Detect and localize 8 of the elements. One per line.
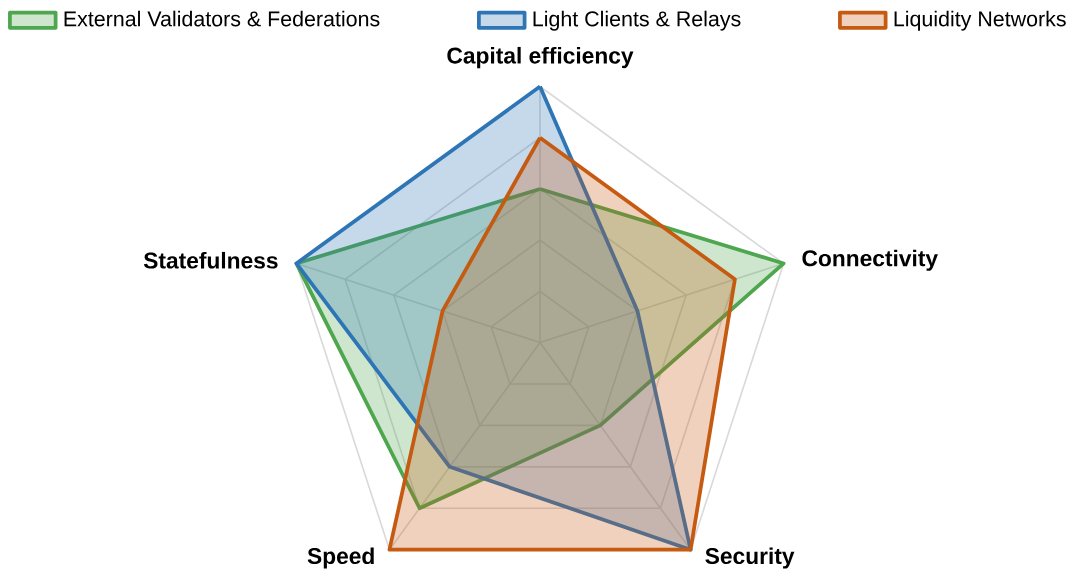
spoke-label: Connectivity xyxy=(802,249,938,271)
legend-label: External Validators & Federations xyxy=(64,10,380,27)
spoke-label: Statefulness xyxy=(143,251,278,269)
legend-label: Liquidity Networks xyxy=(894,10,1066,31)
spoke-label: Capital efficiency xyxy=(447,46,634,69)
spoke-label: Speed xyxy=(307,547,374,569)
spoke-label: Security xyxy=(705,547,795,569)
legend-label: Light Clients & Relays xyxy=(533,10,741,31)
